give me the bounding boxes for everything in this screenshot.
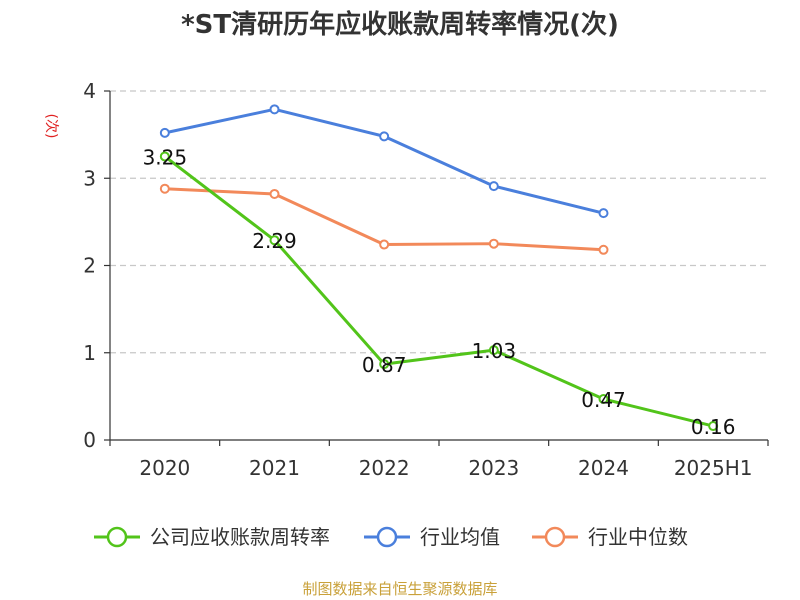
legend-item-0[interactable]: 公司应收账款周转率	[94, 525, 330, 549]
series-layer	[159, 104, 719, 432]
x-tick-label: 2020	[139, 456, 190, 480]
series-line	[164, 107, 604, 215]
series-line	[163, 155, 714, 428]
data-point	[488, 181, 499, 192]
legend-label: 行业中位数	[588, 525, 688, 549]
legend-marker	[544, 526, 566, 548]
series-2	[159, 183, 609, 255]
data-point	[598, 208, 609, 219]
x-tick-label: 2024	[578, 456, 629, 480]
legend-item-1[interactable]: 行业均值	[364, 525, 500, 549]
data-point	[159, 151, 170, 162]
chart-title: *ST清研历年应收账款周转率情况(次)	[181, 9, 619, 40]
data-label: 0.16	[691, 415, 736, 439]
data-label: 1.03	[472, 339, 517, 363]
data-label: 0.87	[362, 353, 407, 377]
data-point	[379, 239, 390, 250]
legend-marker	[376, 526, 398, 548]
source-note: 制图数据来自恒生聚源数据库	[302, 580, 497, 598]
data-point	[488, 345, 499, 356]
data-point	[269, 188, 280, 199]
data-point	[708, 421, 719, 432]
y-axis-label: (次)	[43, 114, 59, 139]
data-point	[598, 393, 609, 404]
data-point	[159, 183, 170, 194]
legend-marker	[106, 526, 128, 548]
legend-item-2[interactable]: 行业中位数	[532, 525, 688, 549]
y-tick-label: 3	[83, 166, 96, 190]
data-label: 3.25	[143, 145, 188, 169]
series-0	[159, 151, 719, 432]
data-labels: 3.25 2.29 0.87 1.03 0.47 0.16	[143, 145, 736, 439]
legend-label: 公司应收账款周转率	[150, 525, 330, 549]
data-label: 0.47	[581, 388, 626, 412]
axes: 0 1 2 3 4 2020 2021 2022 2023 2024 2025H1	[83, 79, 769, 480]
grid-lines	[110, 90, 768, 354]
y-tick-label: 2	[83, 254, 96, 278]
legend-label: 行业均值	[420, 525, 500, 549]
data-point	[598, 244, 609, 255]
data-label: 2.29	[252, 229, 297, 253]
data-point	[488, 238, 499, 249]
x-tick-label: 2023	[468, 456, 519, 480]
series-1	[159, 104, 609, 219]
data-point	[269, 104, 280, 115]
data-point	[379, 131, 390, 142]
x-tick-label: 2025H1	[674, 456, 753, 480]
y-tick-label: 0	[83, 428, 96, 452]
y-tick-label: 1	[83, 341, 96, 365]
legend: 公司应收账款周转率 行业均值 行业中位数	[94, 525, 688, 549]
data-point	[269, 235, 280, 246]
x-tick-label: 2022	[359, 456, 410, 480]
x-tick-label: 2021	[249, 456, 300, 480]
y-tick-label: 4	[83, 79, 96, 103]
data-point	[379, 359, 390, 370]
data-point	[159, 127, 170, 138]
